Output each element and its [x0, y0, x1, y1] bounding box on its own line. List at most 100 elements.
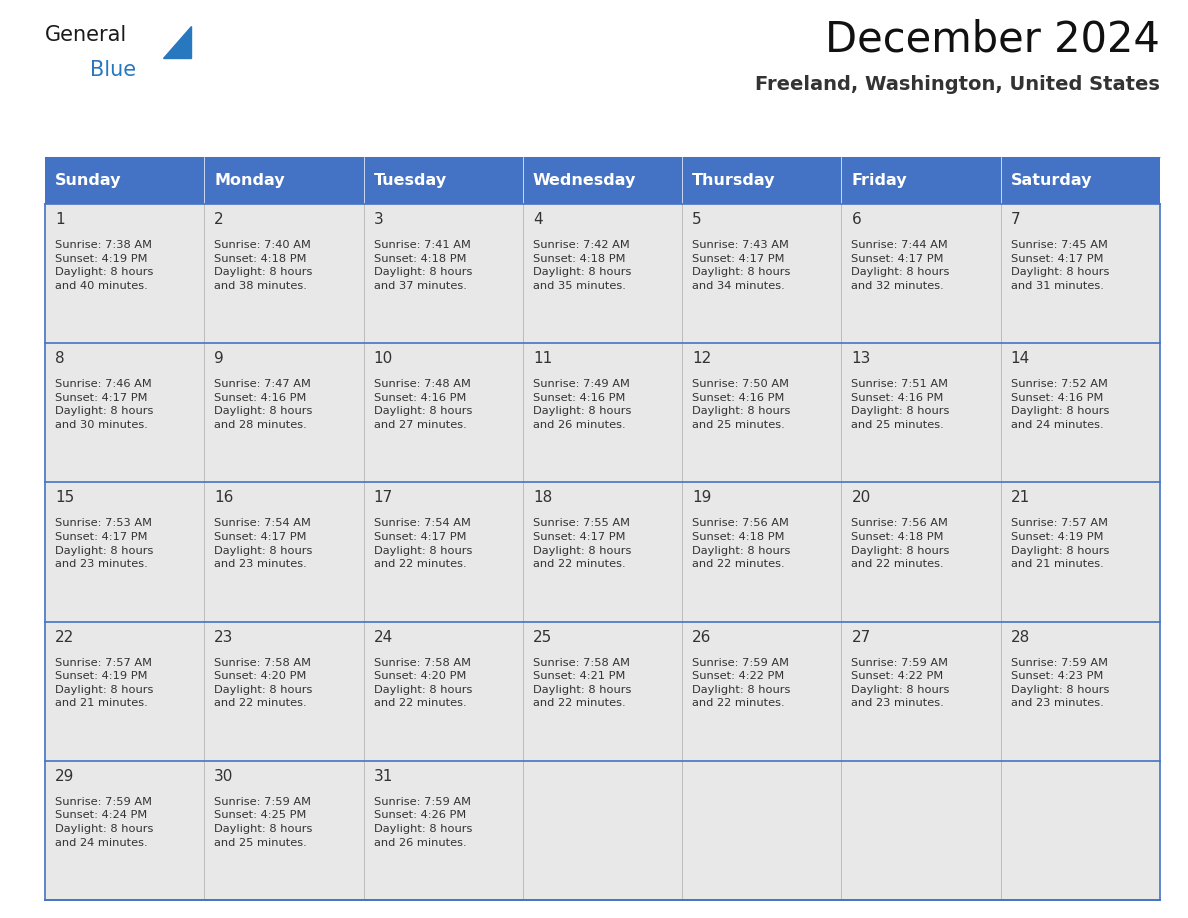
Bar	[682, 343, 841, 482]
Polygon shape	[163, 26, 191, 58]
Bar	[841, 343, 1000, 482]
Text: General: General	[45, 25, 127, 45]
Text: 4: 4	[533, 212, 543, 227]
Text: December 2024: December 2024	[826, 18, 1159, 60]
Text: 28: 28	[1011, 630, 1030, 644]
Text: Sunrise: 7:44 AM
Sunset: 4:17 PM
Daylight: 8 hours
and 32 minutes.: Sunrise: 7:44 AM Sunset: 4:17 PM Dayligh…	[852, 240, 949, 291]
Text: 26: 26	[693, 630, 712, 644]
Text: 14: 14	[1011, 352, 1030, 366]
Bar	[364, 621, 523, 761]
Text: 1: 1	[55, 212, 64, 227]
Bar	[523, 157, 682, 204]
Text: Sunrise: 7:56 AM
Sunset: 4:18 PM
Daylight: 8 hours
and 22 minutes.: Sunrise: 7:56 AM Sunset: 4:18 PM Dayligh…	[693, 519, 790, 569]
Text: Sunday: Sunday	[55, 173, 121, 188]
Text: Sunrise: 7:46 AM
Sunset: 4:17 PM
Daylight: 8 hours
and 30 minutes.: Sunrise: 7:46 AM Sunset: 4:17 PM Dayligh…	[55, 379, 153, 430]
Text: Sunrise: 7:57 AM
Sunset: 4:19 PM
Daylight: 8 hours
and 21 minutes.: Sunrise: 7:57 AM Sunset: 4:19 PM Dayligh…	[55, 657, 153, 709]
Text: 30: 30	[214, 768, 234, 784]
Text: 25: 25	[533, 630, 552, 644]
Text: 21: 21	[1011, 490, 1030, 506]
Text: 20: 20	[852, 490, 871, 506]
Text: 19: 19	[693, 490, 712, 506]
Text: Sunrise: 7:58 AM
Sunset: 4:20 PM
Daylight: 8 hours
and 22 minutes.: Sunrise: 7:58 AM Sunset: 4:20 PM Dayligh…	[214, 657, 312, 709]
Text: Monday: Monday	[214, 173, 285, 188]
Text: 22: 22	[55, 630, 74, 644]
Bar	[1000, 482, 1159, 621]
Text: Thursday: Thursday	[693, 173, 776, 188]
Text: 11: 11	[533, 352, 552, 366]
Bar	[841, 204, 1000, 343]
Text: Sunrise: 7:40 AM
Sunset: 4:18 PM
Daylight: 8 hours
and 38 minutes.: Sunrise: 7:40 AM Sunset: 4:18 PM Dayligh…	[214, 240, 312, 291]
Bar	[523, 204, 682, 343]
Bar	[204, 761, 364, 900]
Bar	[523, 482, 682, 621]
Text: Sunrise: 7:45 AM
Sunset: 4:17 PM
Daylight: 8 hours
and 31 minutes.: Sunrise: 7:45 AM Sunset: 4:17 PM Dayligh…	[1011, 240, 1110, 291]
Text: 9: 9	[214, 352, 225, 366]
Text: Sunrise: 7:56 AM
Sunset: 4:18 PM
Daylight: 8 hours
and 22 minutes.: Sunrise: 7:56 AM Sunset: 4:18 PM Dayligh…	[852, 519, 949, 569]
Text: Saturday: Saturday	[1011, 173, 1092, 188]
Text: Sunrise: 7:38 AM
Sunset: 4:19 PM
Daylight: 8 hours
and 40 minutes.: Sunrise: 7:38 AM Sunset: 4:19 PM Dayligh…	[55, 240, 153, 291]
Bar	[364, 761, 523, 900]
Bar	[204, 343, 364, 482]
Text: 24: 24	[373, 630, 393, 644]
Bar	[204, 204, 364, 343]
Bar	[204, 482, 364, 621]
Bar	[841, 761, 1000, 900]
Text: 8: 8	[55, 352, 64, 366]
Bar	[523, 761, 682, 900]
Text: Sunrise: 7:49 AM
Sunset: 4:16 PM
Daylight: 8 hours
and 26 minutes.: Sunrise: 7:49 AM Sunset: 4:16 PM Dayligh…	[533, 379, 631, 430]
Bar	[364, 157, 523, 204]
Bar	[682, 204, 841, 343]
Bar	[204, 621, 364, 761]
Text: 13: 13	[852, 352, 871, 366]
Bar	[1000, 157, 1159, 204]
Text: Blue: Blue	[90, 60, 137, 80]
Text: 5: 5	[693, 212, 702, 227]
Bar	[682, 157, 841, 204]
Text: 7: 7	[1011, 212, 1020, 227]
Bar	[45, 204, 204, 343]
Text: Sunrise: 7:59 AM
Sunset: 4:26 PM
Daylight: 8 hours
and 26 minutes.: Sunrise: 7:59 AM Sunset: 4:26 PM Dayligh…	[373, 797, 472, 847]
Text: 2: 2	[214, 212, 223, 227]
Text: Sunrise: 7:59 AM
Sunset: 4:24 PM
Daylight: 8 hours
and 24 minutes.: Sunrise: 7:59 AM Sunset: 4:24 PM Dayligh…	[55, 797, 153, 847]
Bar	[682, 621, 841, 761]
Text: Sunrise: 7:54 AM
Sunset: 4:17 PM
Daylight: 8 hours
and 22 minutes.: Sunrise: 7:54 AM Sunset: 4:17 PM Dayligh…	[373, 519, 472, 569]
Bar	[364, 482, 523, 621]
Text: 31: 31	[373, 768, 393, 784]
Text: Freeland, Washington, United States: Freeland, Washington, United States	[756, 75, 1159, 94]
Text: 3: 3	[373, 212, 384, 227]
Text: 15: 15	[55, 490, 74, 506]
Bar	[1000, 204, 1159, 343]
Bar	[1000, 621, 1159, 761]
Bar	[45, 761, 204, 900]
Bar	[523, 343, 682, 482]
Text: 18: 18	[533, 490, 552, 506]
Bar	[841, 621, 1000, 761]
Text: 23: 23	[214, 630, 234, 644]
Text: Sunrise: 7:52 AM
Sunset: 4:16 PM
Daylight: 8 hours
and 24 minutes.: Sunrise: 7:52 AM Sunset: 4:16 PM Dayligh…	[1011, 379, 1110, 430]
Text: Wednesday: Wednesday	[533, 173, 637, 188]
Text: Sunrise: 7:41 AM
Sunset: 4:18 PM
Daylight: 8 hours
and 37 minutes.: Sunrise: 7:41 AM Sunset: 4:18 PM Dayligh…	[373, 240, 472, 291]
Bar	[45, 482, 204, 621]
Text: Sunrise: 7:55 AM
Sunset: 4:17 PM
Daylight: 8 hours
and 22 minutes.: Sunrise: 7:55 AM Sunset: 4:17 PM Dayligh…	[533, 519, 631, 569]
Text: Sunrise: 7:59 AM
Sunset: 4:25 PM
Daylight: 8 hours
and 25 minutes.: Sunrise: 7:59 AM Sunset: 4:25 PM Dayligh…	[214, 797, 312, 847]
Text: Sunrise: 7:50 AM
Sunset: 4:16 PM
Daylight: 8 hours
and 25 minutes.: Sunrise: 7:50 AM Sunset: 4:16 PM Dayligh…	[693, 379, 790, 430]
Text: Sunrise: 7:59 AM
Sunset: 4:23 PM
Daylight: 8 hours
and 23 minutes.: Sunrise: 7:59 AM Sunset: 4:23 PM Dayligh…	[1011, 657, 1110, 709]
Bar	[45, 343, 204, 482]
Text: Sunrise: 7:48 AM
Sunset: 4:16 PM
Daylight: 8 hours
and 27 minutes.: Sunrise: 7:48 AM Sunset: 4:16 PM Dayligh…	[373, 379, 472, 430]
Text: Sunrise: 7:58 AM
Sunset: 4:20 PM
Daylight: 8 hours
and 22 minutes.: Sunrise: 7:58 AM Sunset: 4:20 PM Dayligh…	[373, 657, 472, 709]
Bar	[45, 621, 204, 761]
Text: Sunrise: 7:58 AM
Sunset: 4:21 PM
Daylight: 8 hours
and 22 minutes.: Sunrise: 7:58 AM Sunset: 4:21 PM Dayligh…	[533, 657, 631, 709]
Text: 27: 27	[852, 630, 871, 644]
Text: Sunrise: 7:51 AM
Sunset: 4:16 PM
Daylight: 8 hours
and 25 minutes.: Sunrise: 7:51 AM Sunset: 4:16 PM Dayligh…	[852, 379, 949, 430]
Bar	[841, 482, 1000, 621]
Text: 10: 10	[373, 352, 393, 366]
Bar	[364, 204, 523, 343]
Text: 12: 12	[693, 352, 712, 366]
Bar	[364, 343, 523, 482]
Text: 16: 16	[214, 490, 234, 506]
Bar	[682, 761, 841, 900]
Text: Sunrise: 7:54 AM
Sunset: 4:17 PM
Daylight: 8 hours
and 23 minutes.: Sunrise: 7:54 AM Sunset: 4:17 PM Dayligh…	[214, 519, 312, 569]
Text: 17: 17	[373, 490, 393, 506]
Text: Sunrise: 7:59 AM
Sunset: 4:22 PM
Daylight: 8 hours
and 23 minutes.: Sunrise: 7:59 AM Sunset: 4:22 PM Dayligh…	[852, 657, 949, 709]
Text: Sunrise: 7:59 AM
Sunset: 4:22 PM
Daylight: 8 hours
and 22 minutes.: Sunrise: 7:59 AM Sunset: 4:22 PM Dayligh…	[693, 657, 790, 709]
